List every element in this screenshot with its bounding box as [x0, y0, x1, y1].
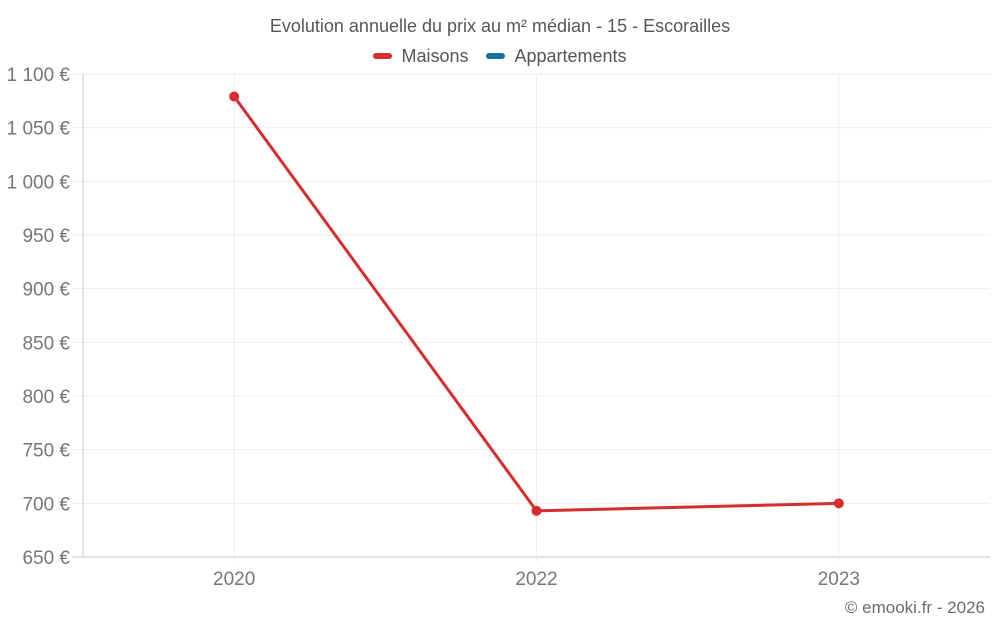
y-tick-label: 650 €: [22, 548, 70, 569]
x-tick-label: 2020: [213, 569, 255, 590]
legend-item-appartements[interactable]: Appartements: [486, 45, 627, 67]
y-tick-label: 850 €: [22, 333, 70, 354]
y-tick-label: 1 050 €: [7, 119, 71, 140]
legend-label-maisons: Maisons: [401, 45, 469, 66]
y-tick-label: 700 €: [22, 494, 70, 515]
x-tick-label: 2023: [818, 569, 860, 590]
y-tick-label: 1 000 €: [7, 172, 71, 193]
y-tick-label: 900 €: [22, 280, 70, 301]
data-point-maisons-2020[interactable]: [229, 91, 240, 102]
legend-label-appartements: Appartements: [514, 45, 627, 66]
legend-item-maisons[interactable]: Maisons: [373, 46, 468, 67]
y-tick-label: 950 €: [22, 226, 70, 247]
data-point-maisons-2022[interactable]: [531, 505, 542, 516]
y-tick-label: 1 100 €: [7, 65, 71, 86]
data-point-maisons-2023[interactable]: [833, 498, 844, 509]
y-tick-label: 750 €: [22, 441, 70, 462]
legend-swatch-maisons: [373, 53, 393, 59]
chart-title: Evolution annuelle du prix au m² médian …: [269, 16, 731, 36]
chart-legend: Maisons Appartements: [0, 43, 1000, 69]
y-tick-label: 800 €: [22, 387, 70, 408]
copyright-text: © emooki.fr - 2026: [844, 598, 985, 617]
legend-swatch-appartements: [486, 53, 506, 59]
x-tick-label: 2022: [515, 569, 557, 590]
